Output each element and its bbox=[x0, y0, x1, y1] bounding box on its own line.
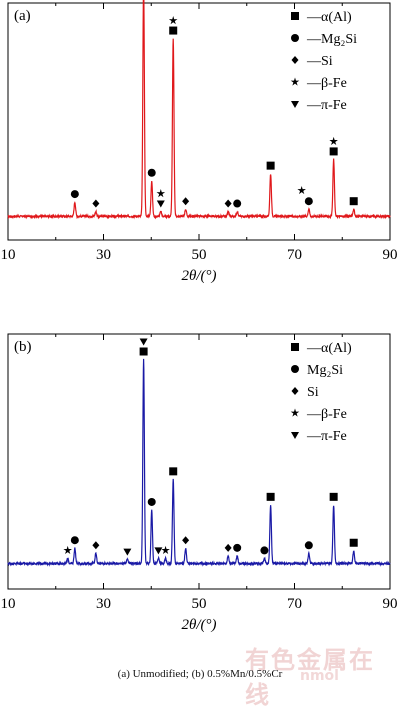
watermark-url: nmol bbox=[300, 668, 339, 684]
legend-marker-diamond bbox=[291, 387, 299, 395]
xrd-figure: 10 30 50 70 90 2θ/(°) (a) —α(Al) —Mg₂Si —Si —β-Fe —… bbox=[1, 0, 398, 633]
x-tick-label: 10 bbox=[1, 247, 16, 263]
peak-marker-square bbox=[169, 26, 178, 35]
legend-marker-triangle bbox=[291, 432, 299, 439]
legend-label: —β-Fe bbox=[306, 76, 347, 91]
peak-marker-diamond bbox=[182, 197, 190, 206]
legend-label: Mg₂Si bbox=[307, 363, 343, 378]
x-tick-label: 30 bbox=[96, 247, 111, 263]
peak-marker-square bbox=[349, 197, 358, 206]
legend-marker-star bbox=[290, 77, 300, 86]
panel-label: (a) bbox=[14, 8, 31, 24]
legend-marker-square bbox=[291, 343, 299, 351]
peak-marker-diamond bbox=[92, 541, 100, 550]
peak-marker-circle bbox=[70, 536, 79, 545]
x-axis-label: 2θ/(°) bbox=[181, 617, 216, 633]
peak-marker-circle bbox=[233, 543, 242, 552]
peak-marker-star bbox=[161, 545, 170, 555]
legend-label: —π-Fe bbox=[306, 98, 347, 113]
peak-marker-star bbox=[156, 189, 166, 198]
x-tick-label: 70 bbox=[287, 596, 302, 612]
peak-marker-square bbox=[329, 492, 338, 501]
panel-label: (b) bbox=[14, 339, 32, 355]
peak-marker-square bbox=[169, 467, 178, 476]
legend-label: —Mg₂Si bbox=[306, 32, 357, 47]
peak-marker-diamond bbox=[224, 543, 232, 552]
peak-marker-circle bbox=[70, 190, 79, 199]
legend-label: —β-Fe bbox=[306, 407, 347, 422]
figure-caption: (a) Unmodified; (b) 0.5%Mn/0.5%Cr bbox=[117, 668, 283, 680]
legend-marker-circle bbox=[291, 365, 299, 373]
xrd-pattern-line bbox=[7, 0, 391, 220]
peak-marker-square bbox=[266, 492, 275, 501]
x-tick-label: 50 bbox=[192, 247, 207, 263]
peak-marker-triangle bbox=[139, 338, 148, 346]
x-axis-label: 2θ/(°) bbox=[181, 268, 216, 284]
peak-marker-circle bbox=[233, 199, 242, 208]
peak-marker-triangle bbox=[156, 200, 165, 208]
peak-marker-circle bbox=[147, 497, 156, 506]
x-tick-label: 70 bbox=[287, 247, 302, 263]
peak-marker-circle bbox=[147, 168, 156, 177]
x-tick-label: 90 bbox=[383, 596, 398, 612]
legend-label: —α(Al) bbox=[306, 341, 352, 356]
peak-marker-star bbox=[168, 16, 178, 25]
peak-marker-square bbox=[349, 538, 358, 547]
peak-marker-star bbox=[63, 545, 72, 555]
peak-marker-circle bbox=[260, 546, 269, 555]
legend-label: Si bbox=[307, 385, 319, 400]
legend-label: —π-Fe bbox=[306, 429, 347, 444]
peak-marker-star bbox=[297, 185, 306, 195]
x-tick-label: 50 bbox=[192, 596, 207, 612]
legend-marker-square bbox=[291, 12, 299, 20]
legend-label: —Si bbox=[306, 54, 333, 69]
peak-marker-diamond bbox=[92, 199, 100, 208]
x-tick-label: 90 bbox=[383, 247, 398, 263]
legend-marker-star bbox=[290, 408, 300, 417]
peak-marker-circle bbox=[304, 541, 313, 550]
xrd-pattern-line bbox=[7, 358, 391, 567]
x-tick-label: 10 bbox=[1, 596, 16, 612]
legend-marker-triangle bbox=[291, 101, 299, 108]
x-tick-label: 30 bbox=[96, 596, 111, 612]
legend-marker-diamond bbox=[291, 56, 299, 64]
peak-marker-star bbox=[329, 136, 338, 146]
peak-marker-square bbox=[266, 161, 275, 170]
peak-marker-square bbox=[329, 147, 338, 156]
peak-marker-square bbox=[139, 347, 148, 356]
peak-marker-diamond bbox=[182, 536, 190, 545]
legend-marker-circle bbox=[291, 34, 299, 42]
peak-marker-diamond bbox=[224, 199, 232, 208]
peak-marker-triangle bbox=[154, 547, 163, 555]
peak-marker-circle bbox=[304, 197, 313, 206]
peak-marker-triangle bbox=[123, 548, 132, 556]
legend-label: —α(Al) bbox=[306, 10, 352, 25]
